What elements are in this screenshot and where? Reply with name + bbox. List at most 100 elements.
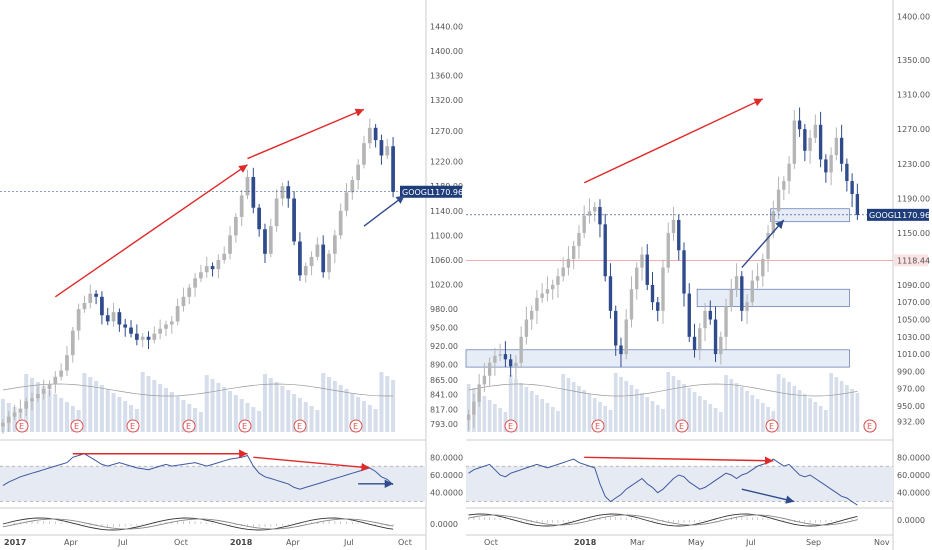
x-tick-label: Sep xyxy=(806,538,821,547)
earnings-marker xyxy=(349,419,363,433)
candle xyxy=(629,289,634,320)
y-tick-label: 1140.00 xyxy=(430,207,463,216)
y-tick-label: 1070.00 xyxy=(897,298,930,307)
volume-bar xyxy=(624,381,629,432)
candle xyxy=(65,355,69,371)
candle xyxy=(703,310,707,329)
y-tick-label: 1400.00 xyxy=(897,13,930,22)
volume-bar xyxy=(687,388,692,432)
candle xyxy=(472,401,476,415)
volume-bar xyxy=(571,382,576,432)
red-trend-arrow xyxy=(583,98,764,184)
volume-bar xyxy=(829,373,833,432)
volume-bar xyxy=(70,406,75,432)
y-tick-label: 1270.00 xyxy=(430,127,463,136)
candle xyxy=(850,181,854,195)
y-tick-label: 890.00 xyxy=(430,360,458,369)
volume-bar xyxy=(326,377,332,432)
rsi-tick-label: 80.0000 xyxy=(430,453,463,462)
candle xyxy=(70,330,75,356)
candle xyxy=(193,278,197,288)
candle xyxy=(129,327,133,334)
candle xyxy=(309,256,314,267)
rsi-band xyxy=(466,466,893,502)
candle xyxy=(656,302,660,311)
candle xyxy=(391,146,395,192)
volume-bar xyxy=(529,391,534,432)
x-tick-label: Mar xyxy=(630,538,646,547)
volume-bar xyxy=(163,388,169,432)
candle xyxy=(344,192,349,211)
y-tick-label: 1320.00 xyxy=(430,96,463,105)
volume-bar xyxy=(286,390,291,432)
volume-bar xyxy=(608,410,613,432)
x-tick-label: Oct xyxy=(484,538,498,547)
earnings-marker-label: E xyxy=(769,422,774,431)
volume-bar xyxy=(94,381,99,432)
candle xyxy=(245,176,250,196)
volume-bar xyxy=(566,378,571,432)
volume-bar xyxy=(655,405,660,432)
volume-bar xyxy=(661,409,665,432)
y-tick-label: 1310.00 xyxy=(897,91,930,100)
volume-bar xyxy=(776,374,781,432)
candle xyxy=(367,127,372,144)
candle xyxy=(640,254,644,268)
volume-bar xyxy=(524,387,529,432)
volume-bar xyxy=(503,412,508,432)
candle xyxy=(855,194,860,215)
candle xyxy=(535,297,539,311)
candle xyxy=(761,258,765,277)
volume-bar xyxy=(797,390,802,432)
earnings-marker-label: E xyxy=(867,422,872,431)
y-tick-label: 1440.00 xyxy=(430,22,463,31)
volume-bar xyxy=(59,398,64,432)
volume-bar xyxy=(216,383,221,432)
x-tick-label: 2018 xyxy=(230,538,253,547)
volume-bar xyxy=(535,395,539,432)
candle xyxy=(514,362,518,367)
volume-bar xyxy=(803,394,807,432)
candle xyxy=(519,336,523,363)
candle xyxy=(582,215,586,233)
volume-bar xyxy=(210,379,215,432)
candle xyxy=(146,336,151,340)
candle xyxy=(729,289,733,307)
y-tick-label: 980.00 xyxy=(430,305,458,314)
volume-bar xyxy=(128,405,134,432)
volume-bar xyxy=(645,397,650,432)
candle xyxy=(105,315,110,322)
volume-bar xyxy=(855,393,860,432)
macd-signal-line xyxy=(468,514,858,526)
candle xyxy=(556,276,560,285)
candle xyxy=(204,266,209,273)
candle xyxy=(666,232,670,268)
volume-bar xyxy=(292,394,297,432)
volume-bar xyxy=(713,408,718,432)
volume-bar xyxy=(666,372,671,432)
volume-bar xyxy=(487,400,492,432)
volume-bar xyxy=(734,383,739,432)
rsi-tick-label: 60.0000 xyxy=(430,471,463,480)
volume-bar xyxy=(251,407,256,432)
candle xyxy=(661,267,665,311)
volume-bar xyxy=(41,386,46,432)
rsi-line xyxy=(2,453,394,490)
volume-bar xyxy=(703,400,707,432)
candle xyxy=(210,266,215,270)
volume-bar xyxy=(105,389,110,432)
x-tick-label: 2018 xyxy=(574,538,597,547)
volume-bar xyxy=(750,395,755,432)
volume-average-line xyxy=(2,383,394,397)
candle xyxy=(41,388,46,394)
volume-bar xyxy=(577,386,581,432)
candle xyxy=(274,198,279,227)
candle xyxy=(53,376,58,385)
volume-bar xyxy=(350,393,355,432)
volume-bar xyxy=(682,384,686,432)
support-zone xyxy=(465,349,850,368)
candle xyxy=(645,254,649,285)
red-trend-arrow xyxy=(247,108,365,160)
volume-bar xyxy=(53,394,58,432)
